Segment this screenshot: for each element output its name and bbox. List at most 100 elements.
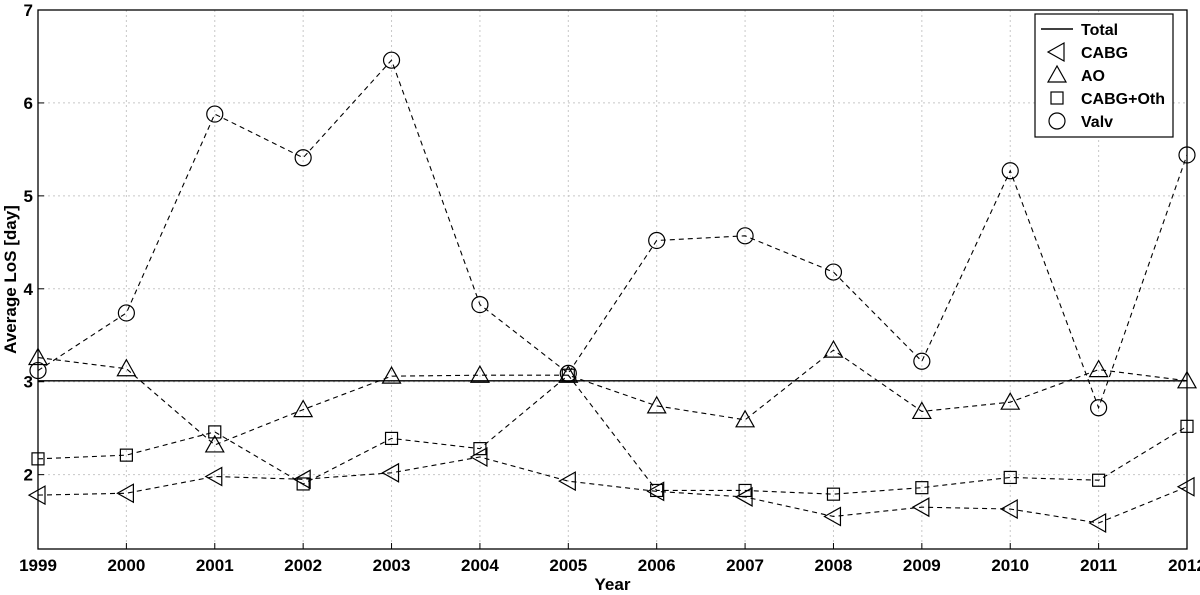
data-point-ao xyxy=(735,409,756,428)
x-tick-label: 2001 xyxy=(196,556,234,575)
data-point-cabg-oth xyxy=(1092,473,1106,487)
x-tick-label: 2011 xyxy=(1080,556,1117,575)
data-point-cabg xyxy=(1088,512,1107,534)
data-point-valv xyxy=(913,352,931,370)
data-point-cabg xyxy=(823,506,842,527)
data-point-ao xyxy=(469,364,490,383)
data-point-valv xyxy=(648,231,666,250)
data-point-cabg-oth xyxy=(296,477,310,491)
legend-label: AO xyxy=(1081,68,1105,85)
data-point-cabg xyxy=(558,471,576,492)
data-point-valv xyxy=(294,149,312,167)
legend-swatch xyxy=(1048,112,1066,130)
x-tick-label: 2007 xyxy=(726,556,764,575)
x-tick-label: 1999 xyxy=(19,556,57,575)
legend: Total CABG AO CABG+Oth Valv xyxy=(1034,13,1174,138)
legend-item-total: Total xyxy=(1041,22,1118,39)
data-point-cabg-oth xyxy=(826,487,841,501)
data-point-valv xyxy=(824,263,843,281)
y-tick-label: 5 xyxy=(24,187,33,206)
legend-label: Valv xyxy=(1081,114,1113,131)
legend-label: CABG+Oth xyxy=(1081,91,1165,108)
legend-swatch xyxy=(1046,41,1065,63)
data-point-valv xyxy=(206,105,224,123)
legend-swatch xyxy=(1046,64,1068,83)
data-point-valv xyxy=(736,227,754,245)
y-axis-label: Average LoS [day] xyxy=(1,205,20,354)
data-point-cabg xyxy=(469,446,488,468)
data-point-ao xyxy=(1088,359,1109,378)
data-point-cabg xyxy=(381,462,400,483)
legend-item-valv: Valv xyxy=(1048,112,1113,131)
x-tick-label: 2009 xyxy=(903,556,941,575)
data-point-cabg xyxy=(116,483,134,504)
data-point-cabg xyxy=(1000,499,1018,520)
plot-frame xyxy=(37,9,1188,550)
data-point-cabg-oth xyxy=(208,425,222,439)
data-point-valv xyxy=(1001,162,1019,180)
data-point-cabg-oth xyxy=(119,448,133,462)
series-line-valv xyxy=(37,59,1188,410)
legend-item-cabg-oth: CABG+Oth xyxy=(1050,91,1165,108)
x-tick-label: 2004 xyxy=(461,556,499,575)
series-cabg xyxy=(27,446,1195,534)
data-point-valv xyxy=(382,51,401,69)
data-point-valv xyxy=(1178,146,1196,164)
legend-box xyxy=(1034,13,1174,138)
y-tick-label: 2 xyxy=(24,466,33,485)
data-point-ao xyxy=(293,399,314,418)
y-tick-label: 6 xyxy=(24,94,33,113)
data-point-cabg-oth xyxy=(915,481,929,495)
grid xyxy=(37,9,1188,549)
data-point-valv xyxy=(117,304,135,322)
data-point-ao xyxy=(911,401,932,420)
series-cabg-oth xyxy=(31,368,1194,501)
y-tick-label: 4 xyxy=(24,280,34,299)
series-ao xyxy=(27,339,1198,453)
legend-item-ao: AO xyxy=(1046,64,1105,85)
data-point-cabg xyxy=(204,466,223,487)
y-tick-label: 7 xyxy=(24,1,33,20)
legend-label: Total xyxy=(1081,22,1118,39)
tick-labels: 1999 2000 2001 2002 2003 2004 2005 2006 2007 2008… xyxy=(19,1,1200,575)
data-point-cabg xyxy=(27,485,46,506)
series-layer xyxy=(27,51,1198,534)
data-point-valv xyxy=(1090,399,1108,417)
data-point-cabg-oth xyxy=(384,431,399,446)
legend-label: CABG xyxy=(1081,45,1128,62)
data-point-valv xyxy=(471,295,489,314)
data-point-valv xyxy=(29,361,47,380)
legend-swatch xyxy=(1050,91,1064,105)
series-line-cabg xyxy=(37,456,1188,524)
data-point-ao xyxy=(116,358,137,377)
data-point-cabg-oth xyxy=(473,442,487,456)
data-point-valv xyxy=(559,364,577,382)
x-tick-label: 2002 xyxy=(284,556,322,575)
data-point-ao xyxy=(204,434,225,453)
data-point-cabg-oth xyxy=(738,483,752,498)
data-point-cabg-oth xyxy=(1180,419,1194,433)
series-valv xyxy=(29,51,1196,417)
series-line-ao xyxy=(37,349,1188,446)
data-point-ao xyxy=(646,395,667,414)
x-tick-label: 2000 xyxy=(107,556,145,575)
data-point-cabg-oth xyxy=(31,452,45,466)
data-point-cabg-oth xyxy=(650,483,664,498)
series-line-cabg-oth xyxy=(37,374,1188,495)
x-tick-label: 2006 xyxy=(638,556,676,575)
legend-item-cabg: CABG xyxy=(1046,41,1128,63)
x-tick-label: 2008 xyxy=(815,556,853,575)
data-point-ao xyxy=(381,365,402,384)
x-axis-label: Year xyxy=(595,575,631,594)
data-point-ao xyxy=(823,339,844,358)
data-point-cabg xyxy=(734,486,753,507)
data-point-cabg xyxy=(911,497,930,518)
data-point-cabg-oth xyxy=(1003,470,1017,485)
data-point-ao xyxy=(1176,370,1198,389)
data-point-cabg xyxy=(1176,476,1195,497)
data-point-ao xyxy=(27,347,49,366)
x-tick-label: 2010 xyxy=(991,556,1029,575)
x-tick-label: 2005 xyxy=(549,556,587,575)
